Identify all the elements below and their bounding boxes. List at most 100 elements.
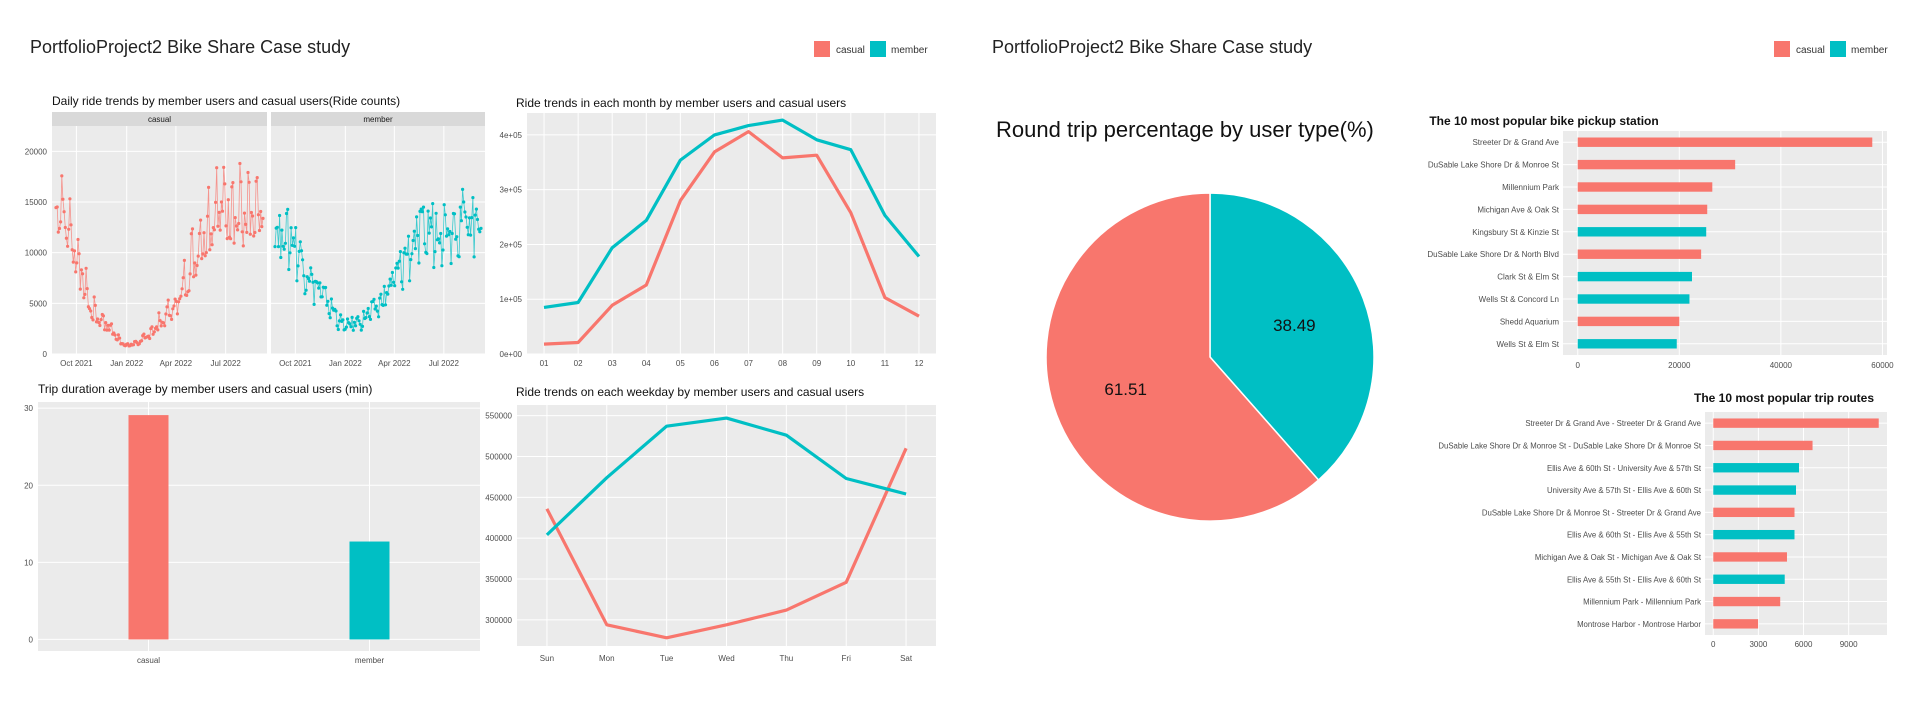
daily-point-member xyxy=(397,259,401,263)
route-category-label: Montrose Harbor - Montrose Harbor xyxy=(1577,620,1701,629)
x-tick-label: 60000 xyxy=(1871,361,1894,370)
daily-point-casual xyxy=(155,325,159,329)
daily-point-casual xyxy=(241,244,245,248)
y-tick-label: 10 xyxy=(24,558,33,567)
daily-point-member xyxy=(382,284,386,288)
daily-point-casual xyxy=(61,197,65,201)
daily-point-casual xyxy=(85,287,89,291)
daily-point-casual xyxy=(244,222,248,226)
daily-point-casual xyxy=(224,224,228,228)
daily-point-member xyxy=(303,292,307,296)
daily-point-member xyxy=(394,266,398,270)
daily-point-casual xyxy=(179,294,183,298)
x-tick-label: Wed xyxy=(718,654,734,663)
x-tick-label: 3000 xyxy=(1749,640,1767,649)
daily-point-casual xyxy=(81,272,85,276)
monthly-line-casual xyxy=(543,130,920,346)
chart-title-routes: The 10 most popular trip routes xyxy=(1694,391,1874,405)
daily-point-casual xyxy=(240,230,244,234)
daily-point-casual xyxy=(118,336,122,340)
route-bar xyxy=(1713,485,1796,495)
daily-point-member xyxy=(408,279,412,283)
daily-point-casual xyxy=(248,232,252,236)
daily-point-member xyxy=(415,215,419,219)
route-category-label: Millennium Park - Millennium Park xyxy=(1583,598,1701,607)
daily-point-casual xyxy=(151,332,155,336)
daily-point-casual xyxy=(79,268,83,272)
daily-point-member xyxy=(374,304,378,308)
daily-point-casual xyxy=(257,228,262,233)
daily-point-member xyxy=(464,215,468,219)
daily-point-member xyxy=(288,251,292,255)
y-tick-label: 10000 xyxy=(25,249,48,258)
daily-point-casual xyxy=(172,304,176,308)
daily-point-member xyxy=(401,287,405,291)
daily-point-casual xyxy=(247,180,251,184)
daily-point-casual xyxy=(92,295,96,299)
daily-point-member xyxy=(296,264,300,268)
daily-point-member xyxy=(281,244,285,248)
daily-point-casual xyxy=(140,339,144,343)
daily-point-member xyxy=(446,227,450,231)
x-tick-label: 0 xyxy=(1576,361,1581,370)
daily-point-casual xyxy=(215,166,219,170)
y-tick-label: 500000 xyxy=(485,452,512,461)
station-category-label: Streeter Dr & Grand Ave xyxy=(1472,138,1559,147)
daily-point-member xyxy=(405,252,409,256)
daily-point-member xyxy=(287,267,291,272)
duration-bar-member xyxy=(349,541,390,640)
daily-point-member xyxy=(393,284,397,288)
x-tick-label: Oct 2021 xyxy=(60,359,93,368)
chart-title-weekday: Ride trends on each weekday by member us… xyxy=(516,385,864,399)
x-tick-label: 06 xyxy=(710,359,719,368)
daily-point-member xyxy=(402,251,406,255)
route-category-label: Michigan Ave & Oak St - Michigan Ave & O… xyxy=(1535,553,1702,562)
daily-point-member xyxy=(317,286,321,290)
daily-point-member xyxy=(341,318,345,322)
duration-bar-casual xyxy=(128,415,169,640)
legend-swatch-casual xyxy=(1774,41,1790,57)
x-tick-label: Jan 2022 xyxy=(110,359,143,368)
station-bar xyxy=(1577,316,1680,327)
daily-point-member xyxy=(471,196,475,200)
daily-point-member xyxy=(286,207,290,211)
x-tick-label: 12 xyxy=(915,359,924,368)
daily-point-casual xyxy=(99,318,103,322)
route-category-label: DuSable Lake Shore Dr & Monroe St - Stre… xyxy=(1482,508,1701,517)
daily-point-member xyxy=(439,231,443,236)
daily-point-member xyxy=(298,240,302,244)
station-bar xyxy=(1577,204,1708,215)
daily-point-casual xyxy=(97,320,101,325)
daily-point-member xyxy=(316,281,320,285)
x-tick-label: Jul 2022 xyxy=(211,359,242,368)
y-tick-label: 400000 xyxy=(485,534,512,543)
daily-point-casual xyxy=(200,257,204,261)
x-tick-label: member xyxy=(355,656,385,665)
daily-point-member xyxy=(434,211,438,215)
daily-point-member xyxy=(450,231,454,236)
route-category-label: University Ave & 57th St - Ellis Ave & 6… xyxy=(1547,486,1702,495)
daily-point-member xyxy=(295,279,299,283)
daily-point-casual xyxy=(193,261,197,265)
pie-label-member: 38.49 xyxy=(1273,316,1316,335)
daily-point-member xyxy=(368,317,373,321)
daily-point-member xyxy=(372,297,376,301)
x-tick-label: Tue xyxy=(660,654,674,663)
daily-point-casual xyxy=(71,260,75,264)
route-bar xyxy=(1713,418,1879,428)
x-tick-label: 02 xyxy=(574,359,583,368)
pie-label-casual: 61.51 xyxy=(1104,380,1147,399)
daily-point-member xyxy=(420,210,424,214)
daily-point-casual xyxy=(260,225,264,229)
daily-point-casual xyxy=(232,241,236,245)
daily-point-casual xyxy=(69,223,73,227)
chart-title-duration: Trip duration average by member users an… xyxy=(38,382,372,396)
facet-strip xyxy=(52,112,267,126)
chart-title-pie: Round trip percentage by user type(%) xyxy=(996,117,1374,142)
route-bar xyxy=(1713,574,1785,584)
daily-point-casual xyxy=(219,200,223,204)
daily-point-member xyxy=(478,230,482,234)
daily-point-member xyxy=(276,245,281,249)
station-bar xyxy=(1577,159,1736,170)
